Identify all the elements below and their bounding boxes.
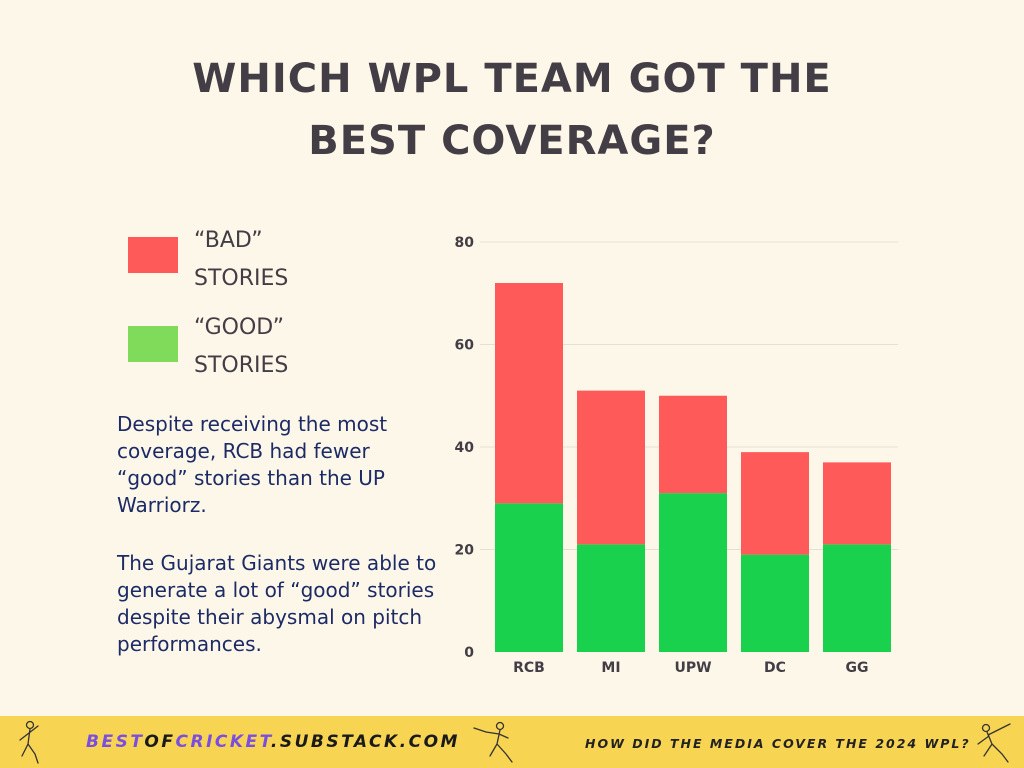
x-tick-label: GG bbox=[846, 660, 869, 676]
cricketer-fielder-icon bbox=[977, 723, 1011, 763]
bar-dc-series-0 bbox=[741, 554, 809, 652]
bar-upw-series-0 bbox=[659, 493, 727, 652]
footer: BESTOFCRICKET.SUBSTACK.COM HOW DID THE M… bbox=[0, 716, 1024, 768]
legend-label-bad: “BAD” STORIES bbox=[194, 222, 344, 298]
bars bbox=[495, 283, 891, 652]
cricketer-bowler-icon bbox=[19, 720, 39, 764]
y-tick-label: 0 bbox=[464, 645, 474, 661]
bar-dc-series-1 bbox=[741, 452, 809, 555]
x-axis-ticks: RCB MI UPW DC GG bbox=[513, 660, 868, 676]
legend-good-line1: “GOOD” bbox=[194, 315, 285, 340]
description-paragraph-1: Despite receiving the most coverage, RCB… bbox=[117, 412, 388, 517]
bar-mi-series-1 bbox=[577, 390, 645, 545]
y-tick-label: 60 bbox=[455, 338, 475, 354]
site-part-cricket: CRICKET bbox=[175, 732, 271, 752]
x-tick-label: DC bbox=[764, 660, 786, 676]
y-tick-label: 80 bbox=[455, 235, 475, 251]
bar-gg-series-0 bbox=[823, 544, 891, 652]
cricketer-batter-icon bbox=[473, 721, 513, 763]
bar-rcb-series-1 bbox=[495, 283, 563, 504]
legend-swatch-good bbox=[128, 326, 178, 362]
site-part-of: OF bbox=[144, 732, 176, 752]
stacked-bar-chart: 0 20 40 60 80 RCB MI UPW DC GG bbox=[455, 235, 898, 676]
legend-good-line2: STORIES bbox=[194, 353, 289, 378]
bar-rcb-series-0 bbox=[495, 503, 563, 652]
x-tick-label: MI bbox=[601, 660, 620, 676]
footer-site-url[interactable]: BESTOFCRICKET.SUBSTACK.COM bbox=[86, 732, 460, 752]
legend-bad-line1: “BAD” bbox=[194, 228, 263, 253]
x-tick-label: RCB bbox=[513, 660, 545, 676]
y-axis-ticks: 0 20 40 60 80 bbox=[455, 235, 475, 661]
site-part-domain: .SUBSTACK.COM bbox=[270, 732, 460, 752]
bar-mi-series-0 bbox=[577, 544, 645, 652]
bar-gg-series-1 bbox=[823, 462, 891, 545]
title-line-2: BEST COVERAGE? bbox=[308, 118, 716, 164]
legend-swatch-bad bbox=[128, 237, 178, 273]
title-line-1: WHICH WPL TEAM GOT THE bbox=[192, 56, 832, 102]
footer-tagline: HOW DID THE MEDIA COVER THE 2024 WPL? bbox=[585, 736, 971, 751]
bar-upw-series-1 bbox=[659, 395, 727, 494]
page-title: WHICH WPL TEAM GOT THE BEST COVERAGE? bbox=[0, 48, 1024, 172]
site-part-best: BEST bbox=[86, 732, 145, 752]
y-tick-label: 20 bbox=[455, 543, 475, 559]
description-paragraph-2: The Gujarat Giants were able to generate… bbox=[117, 551, 437, 656]
legend-bad-line2: STORIES bbox=[194, 266, 289, 291]
legend-label-good: “GOOD” STORIES bbox=[194, 309, 344, 385]
y-tick-label: 40 bbox=[455, 440, 475, 456]
x-tick-label: UPW bbox=[674, 660, 711, 676]
